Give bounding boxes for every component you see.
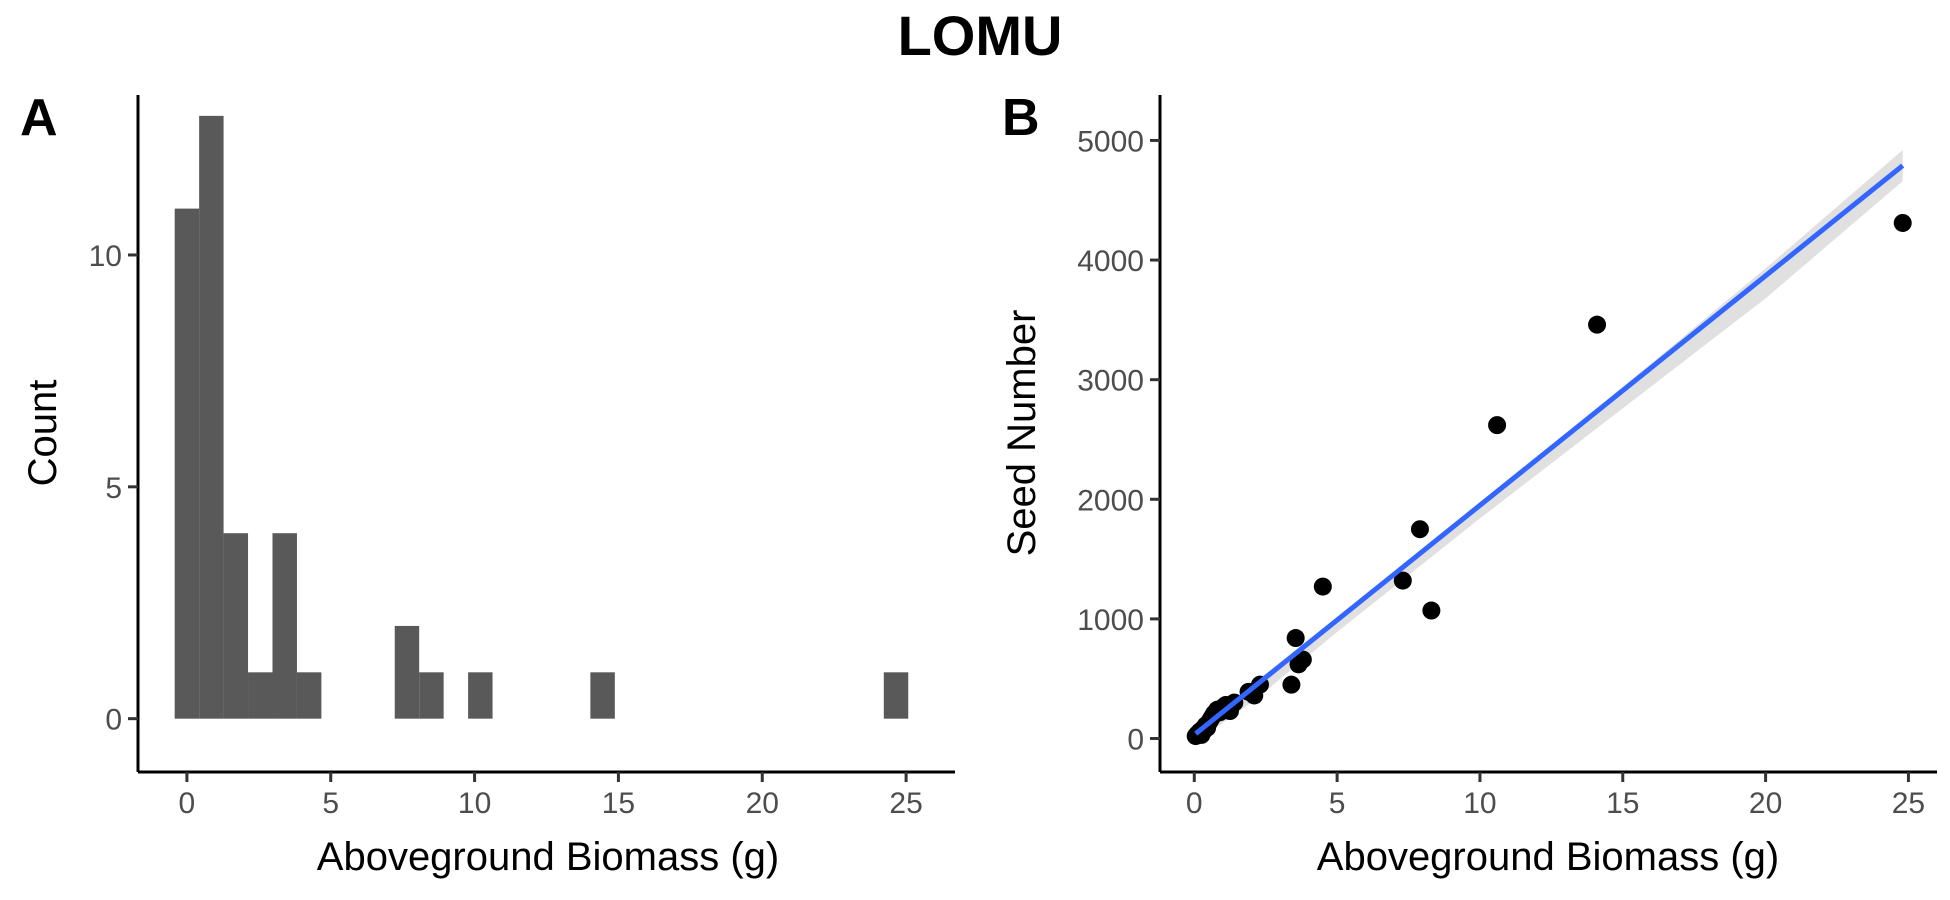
scatter-points (1186, 213, 1912, 746)
y-tick-label: 1000 (1077, 604, 1144, 637)
data-point (1410, 520, 1429, 539)
y-tick-label: 0 (105, 704, 122, 737)
y-tick-label: 0 (1127, 724, 1144, 757)
x-tick-label: 5 (322, 787, 339, 820)
data-point (1393, 571, 1412, 590)
x-axis-title: Aboveground Biomass (g) (1317, 835, 1779, 879)
data-point (1422, 601, 1441, 620)
y-tick-label: 4000 (1077, 245, 1144, 278)
y-axis-title: Count (21, 380, 65, 487)
x-tick-label: 25 (1892, 787, 1925, 820)
axis-ticks: 0 5 10 15 20 25 0 1000 2000 3000 4000 5000 (1077, 125, 1925, 820)
histogram-bars (174, 115, 909, 719)
data-point (1893, 213, 1912, 232)
x-tick-label: 15 (602, 787, 635, 820)
panel-a-label: A (20, 89, 58, 147)
y-tick-label: 2000 (1077, 484, 1144, 517)
panel-b-scatter: B 0 5 10 15 20 25 0 1000 2000 3000 4000 5000 Aboveg… (1000, 89, 1937, 879)
histogram-bar (468, 672, 493, 719)
figure-title: LOMU (898, 4, 1063, 67)
x-tick-label: 0 (179, 787, 196, 820)
histogram-bar (199, 115, 224, 719)
data-point (1488, 416, 1507, 435)
y-tick-label: 5000 (1077, 125, 1144, 158)
histogram-bar (272, 533, 297, 719)
axis-ticks: 0 5 10 15 20 25 0 5 10 (89, 240, 923, 820)
regression-line (1194, 163, 1905, 736)
fit-line (1194, 163, 1905, 736)
histogram-bar (883, 672, 909, 719)
y-tick-label: 5 (105, 472, 122, 505)
x-tick-label: 5 (1329, 787, 1346, 820)
histogram-bar (174, 208, 200, 719)
x-tick-label: 20 (1749, 787, 1782, 820)
histogram-bar (590, 672, 615, 719)
x-tick-label: 10 (1463, 787, 1496, 820)
x-tick-label: 10 (458, 787, 491, 820)
x-tick-label: 25 (889, 787, 922, 820)
y-tick-label: 10 (89, 240, 122, 273)
histogram-bar (248, 672, 273, 719)
data-point (1286, 629, 1305, 648)
panel-b-label: B (1002, 89, 1040, 147)
histogram-bar (394, 625, 420, 719)
histogram-bar (296, 672, 322, 719)
data-point (1588, 315, 1607, 334)
data-point (1293, 650, 1312, 669)
x-tick-label: 20 (746, 787, 779, 820)
x-tick-label: 0 (1186, 787, 1203, 820)
data-point (1282, 675, 1301, 694)
x-axis-title: Aboveground Biomass (g) (317, 835, 779, 879)
y-tick-label: 3000 (1077, 365, 1144, 398)
y-axis-title: Seed Number (1000, 310, 1044, 557)
data-point (1313, 577, 1332, 596)
x-tick-label: 15 (1606, 787, 1639, 820)
histogram-bar (223, 533, 249, 719)
panel-a-histogram: A 0 5 10 15 20 25 0 5 10 Aboveground Biomass (g)… (20, 89, 955, 879)
histogram-bar (419, 672, 444, 719)
